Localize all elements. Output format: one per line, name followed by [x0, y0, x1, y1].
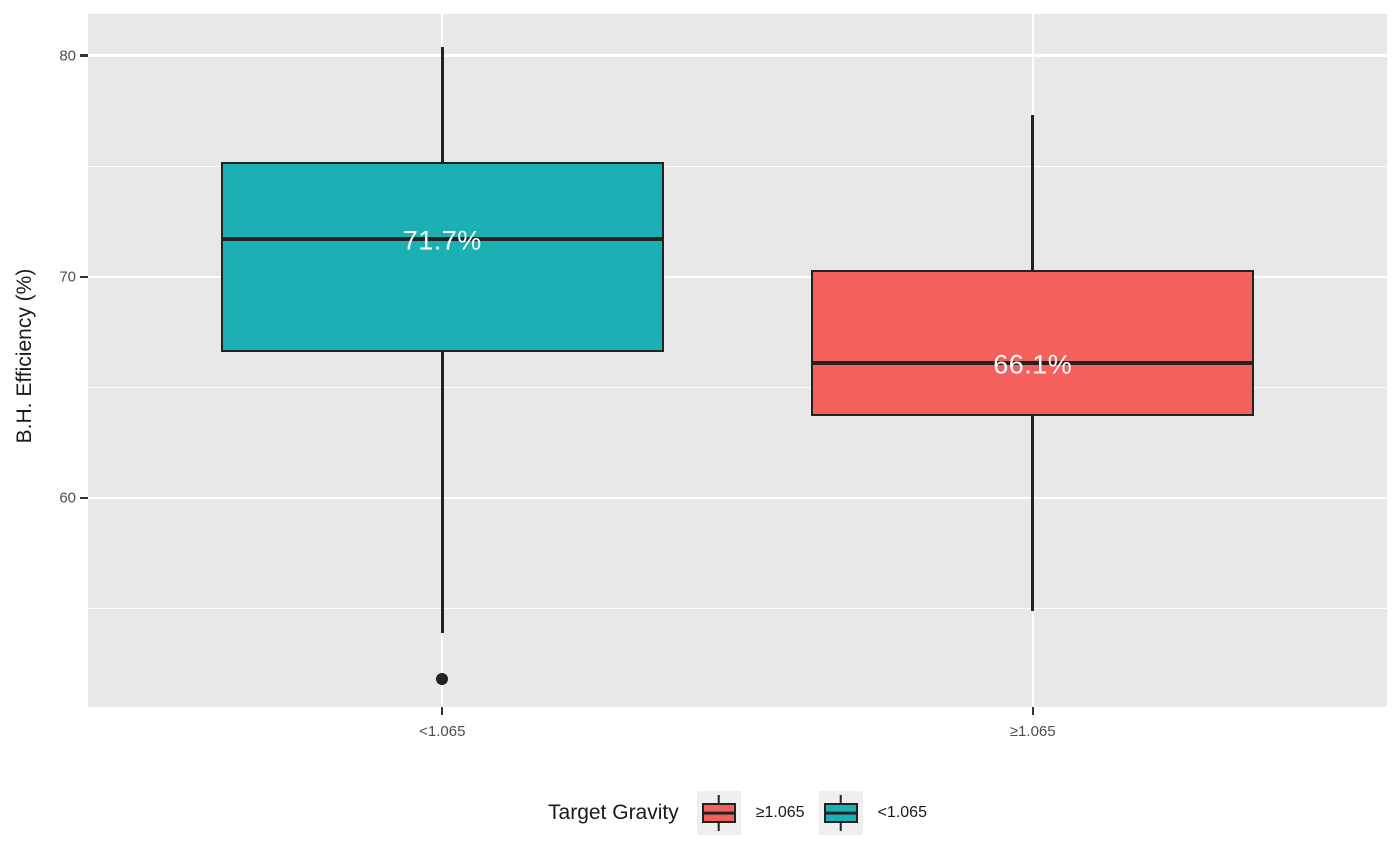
legend-key-median [701, 811, 736, 815]
legend-key-boxplot-icon [818, 791, 863, 835]
boxplot-box [220, 161, 664, 352]
h-gridline-minor [88, 165, 1387, 167]
legend-item-label: <1.065 [877, 804, 927, 821]
boxplot-median-label: 71.7% [402, 225, 482, 256]
y-tick [80, 275, 88, 278]
y-tick-label: 60 [59, 489, 76, 507]
y-tick-label: 80 [59, 47, 76, 65]
y-tick [80, 496, 88, 500]
h-gridline-major [88, 496, 1387, 500]
legend-title: Target Gravity [548, 801, 679, 824]
h-gridline-major [88, 275, 1387, 278]
legend-key-boxplot-icon [696, 791, 741, 835]
boxplot-median-line [220, 236, 664, 242]
plot-panel: 71.7% 66.1% [88, 14, 1387, 707]
legend: Target Gravity ≥1.065 <1.065 [88, 788, 1387, 838]
outlier-point [436, 673, 449, 686]
h-gridline-minor [88, 386, 1387, 388]
legend-item-label: ≥1.065 [755, 804, 805, 821]
y-axis-title: B.H. Efficiency (%) [13, 268, 36, 444]
legend-key-median [823, 811, 858, 815]
boxplot-median-label: 66.1% [993, 349, 1073, 380]
h-gridline-minor [88, 607, 1387, 610]
boxplot-box [811, 270, 1255, 417]
x-tick [441, 707, 444, 715]
x-tick-label: ≥1.065 [1009, 723, 1056, 740]
x-tick [1031, 707, 1034, 715]
x-tick-label: <1.065 [419, 723, 466, 740]
legend-item: <1.065 [818, 791, 927, 835]
y-tick [80, 54, 88, 57]
h-gridline-major [88, 54, 1387, 57]
legend-item: ≥1.065 [696, 791, 805, 835]
boxplot-median-line [811, 360, 1255, 366]
